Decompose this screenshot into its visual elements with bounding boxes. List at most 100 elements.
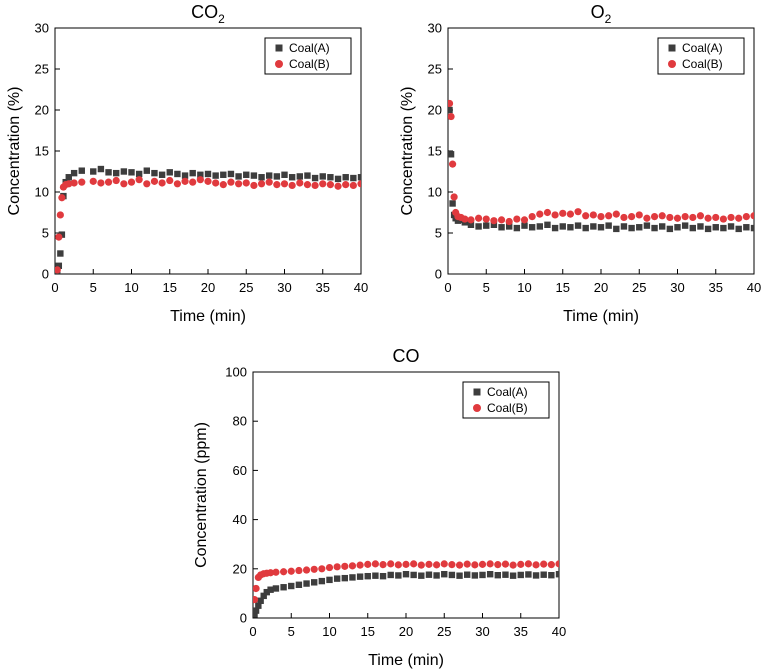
point-coal-b bbox=[295, 566, 303, 575]
point-coal-a bbox=[357, 174, 361, 181]
point-coal-b bbox=[356, 561, 364, 569]
point-coal-a bbox=[326, 576, 333, 584]
x-tick-label: 0 bbox=[51, 280, 58, 295]
point-coal-a bbox=[506, 223, 513, 230]
x-tick-label: 35 bbox=[514, 624, 528, 639]
point-coal-b bbox=[455, 561, 464, 569]
point-coal-a bbox=[250, 172, 258, 179]
point-coal-a bbox=[681, 222, 689, 229]
point-coal-a bbox=[342, 174, 349, 181]
point-coal-a bbox=[55, 262, 63, 269]
x-tick-label: 20 bbox=[201, 280, 215, 295]
chart-title: O2 bbox=[591, 2, 612, 26]
point-coal-a bbox=[151, 169, 158, 177]
point-coal-b bbox=[280, 180, 289, 188]
point-coal-b bbox=[540, 560, 548, 568]
point-coal-b bbox=[227, 178, 235, 186]
y-tick-label: 20 bbox=[428, 103, 442, 118]
point-coal-b bbox=[325, 563, 334, 572]
point-coal-a bbox=[567, 224, 574, 231]
point-coal-b bbox=[486, 560, 494, 568]
legend-box bbox=[462, 381, 550, 419]
point-coal-b bbox=[120, 180, 128, 188]
point-coal-b bbox=[341, 562, 349, 570]
point-coal-b bbox=[536, 210, 544, 218]
chart-title: CO2 bbox=[191, 2, 225, 26]
point-coal-a bbox=[590, 223, 597, 230]
point-coal-b bbox=[326, 181, 334, 189]
point-coal-b bbox=[689, 213, 697, 222]
x-tick-label: 25 bbox=[437, 624, 451, 639]
point-coal-b bbox=[650, 213, 659, 221]
point-coal-a bbox=[513, 224, 521, 232]
point-coal-b bbox=[528, 213, 536, 221]
point-coal-b bbox=[253, 595, 259, 604]
point-coal-a bbox=[65, 174, 72, 181]
legend: Coal(A) Coal(B) bbox=[657, 37, 745, 75]
point-coal-b bbox=[219, 181, 227, 189]
point-coal-b bbox=[574, 208, 582, 216]
x-tick-label: 5 bbox=[90, 280, 97, 295]
point-coal-a bbox=[263, 588, 270, 596]
point-coal-b bbox=[318, 565, 326, 573]
point-coal-b bbox=[433, 561, 441, 569]
point-coal-a bbox=[303, 580, 310, 587]
point-coal-b bbox=[448, 561, 456, 569]
point-coal-a bbox=[720, 224, 727, 232]
point-coal-a bbox=[257, 597, 264, 604]
point-coal-b bbox=[643, 214, 651, 222]
legend-label: Coal(B) bbox=[487, 401, 528, 415]
chart-title-main: CO bbox=[393, 346, 420, 366]
x-tick-label: 40 bbox=[552, 624, 566, 639]
point-coal-a bbox=[582, 224, 589, 232]
point-coal-a bbox=[272, 585, 280, 592]
point-coal-a bbox=[135, 170, 143, 178]
point-coal-a bbox=[90, 168, 97, 175]
y-tick-label: 100 bbox=[225, 365, 247, 380]
point-coal-b bbox=[112, 176, 120, 185]
point-coal-b bbox=[471, 561, 479, 569]
x-axis-title: Time (min) bbox=[170, 308, 246, 325]
x-tick-label: 15 bbox=[361, 624, 375, 639]
point-coal-a bbox=[113, 169, 120, 177]
point-coal-b bbox=[333, 563, 341, 571]
point-coal-a bbox=[253, 611, 258, 618]
point-coal-a bbox=[559, 223, 566, 230]
point-coal-b bbox=[543, 208, 552, 217]
x-axis-title: Time (min) bbox=[563, 308, 639, 325]
legend-label: Coal(B) bbox=[682, 57, 723, 71]
point-coal-b bbox=[135, 176, 143, 184]
point-coal-b bbox=[635, 211, 643, 219]
point-coal-a bbox=[204, 170, 212, 178]
point-coal-a bbox=[471, 572, 479, 579]
point-coal-a bbox=[544, 221, 551, 228]
point-coal-b bbox=[65, 180, 73, 188]
point-coal-b bbox=[750, 212, 754, 220]
point-coal-a bbox=[605, 222, 612, 229]
point-coal-a bbox=[525, 571, 532, 578]
point-coal-a bbox=[349, 574, 356, 581]
point-coal-b bbox=[55, 233, 63, 241]
legend-marker-square bbox=[473, 388, 481, 396]
y-tick-label: 25 bbox=[35, 62, 49, 77]
point-coal-a bbox=[574, 222, 582, 229]
x-tick-label: 30 bbox=[670, 280, 684, 295]
point-coal-a bbox=[212, 172, 219, 179]
point-coal-a bbox=[425, 571, 433, 578]
point-coal-a bbox=[448, 571, 456, 579]
point-coal-a bbox=[372, 572, 379, 579]
y-axis-title: Concentration (%) bbox=[6, 87, 23, 216]
point-coal-b bbox=[158, 179, 166, 187]
point-coal-b bbox=[173, 180, 181, 188]
point-coal-b bbox=[410, 560, 418, 568]
point-coal-a bbox=[521, 222, 528, 229]
point-coal-a bbox=[613, 225, 620, 233]
point-coal-a bbox=[158, 171, 166, 178]
point-coal-a bbox=[449, 200, 456, 207]
x-tick-label: 0 bbox=[444, 280, 451, 295]
legend-marker-circle bbox=[668, 60, 676, 68]
point-coal-a bbox=[267, 586, 274, 593]
point-coal-b bbox=[280, 568, 288, 576]
x-tick-label: 20 bbox=[399, 624, 413, 639]
